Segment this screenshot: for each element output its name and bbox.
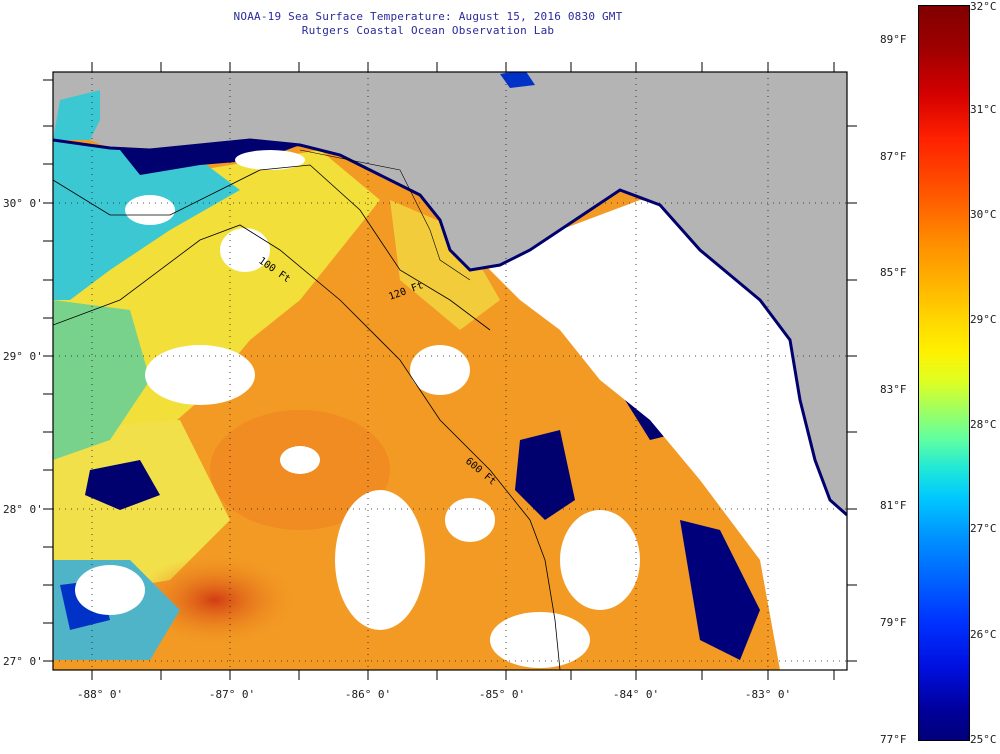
colorbar-c-27: 27°C bbox=[970, 522, 997, 535]
cloud-cover bbox=[75, 150, 847, 670]
map-frame bbox=[52, 71, 848, 671]
contour-600ft bbox=[53, 224, 561, 670]
lat-lon-grid bbox=[53, 72, 847, 670]
colorbar-f-79: 79°F bbox=[880, 616, 907, 629]
colorbar-f-81: 81°F bbox=[880, 499, 907, 512]
colorbar-c-30: 30°C bbox=[970, 208, 997, 221]
lat-label-29: 29° 0' bbox=[3, 350, 43, 363]
colorbar-c-25: 25°C bbox=[970, 733, 997, 746]
colorbar-c-32: 32°C bbox=[970, 0, 997, 13]
colorbar-f-85: 85°F bbox=[880, 266, 907, 279]
lon-label-86: -86° 0' bbox=[344, 688, 392, 701]
colorbar-c-29: 29°C bbox=[970, 313, 997, 326]
colorbar-f-89: 89°F bbox=[880, 33, 907, 46]
colorbar-c-26: 26°C bbox=[970, 628, 997, 641]
colorbar-f-83: 83°F bbox=[880, 383, 907, 396]
colorbar-f-77: 77°F bbox=[880, 733, 907, 746]
lon-label-88: -88° 0' bbox=[76, 688, 124, 701]
lon-label-87: -87° 0' bbox=[208, 688, 256, 701]
map-subtitle: Rutgers Coastal Ocean Observation Lab bbox=[301, 24, 555, 37]
lat-label-27: 27° 0' bbox=[3, 655, 43, 668]
frame-ticks bbox=[43, 62, 857, 680]
temperature-colorbar bbox=[918, 5, 970, 741]
contour-100ft bbox=[53, 164, 491, 331]
lon-label-85: -85° 0' bbox=[478, 688, 526, 701]
colorbar-c-31: 31°C bbox=[970, 103, 997, 116]
map-title: NOAA-19 Sea Surface Temperature: August … bbox=[233, 10, 623, 23]
colorbar-f-87: 87°F bbox=[880, 150, 907, 163]
colorbar-c-28: 28°C bbox=[970, 418, 997, 431]
land-mass bbox=[53, 72, 847, 515]
lat-label-30: 30° 0' bbox=[3, 197, 43, 210]
lon-label-84: -84° 0' bbox=[612, 688, 660, 701]
lon-label-83: -83° 0' bbox=[744, 688, 792, 701]
ocean-cold bbox=[85, 460, 160, 510]
lat-label-28: 28° 0' bbox=[3, 503, 43, 516]
